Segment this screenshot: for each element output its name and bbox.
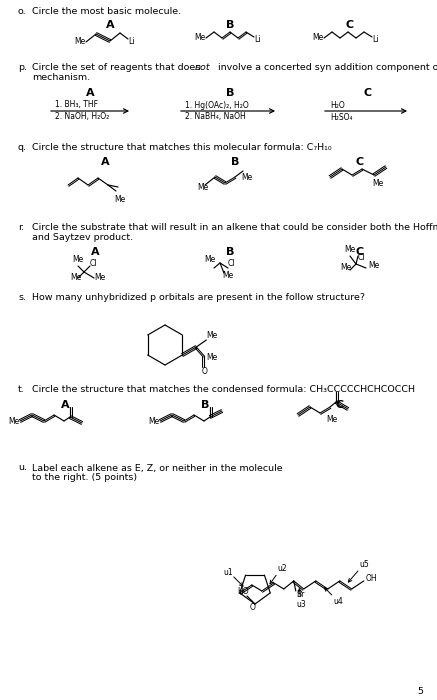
Text: Me: Me xyxy=(312,34,323,43)
Text: Me: Me xyxy=(241,172,252,181)
Text: Me: Me xyxy=(8,417,19,426)
Text: Me: Me xyxy=(204,256,215,265)
Text: t.: t. xyxy=(18,386,25,395)
Text: Me: Me xyxy=(326,414,337,424)
Text: Me: Me xyxy=(206,330,218,340)
Text: Me: Me xyxy=(70,274,81,283)
Text: u2: u2 xyxy=(278,564,288,573)
Text: B: B xyxy=(226,20,234,30)
Text: Me: Me xyxy=(368,262,379,270)
Text: A: A xyxy=(86,88,94,98)
Text: u3: u3 xyxy=(297,601,306,610)
Text: to the right. (5 points): to the right. (5 points) xyxy=(32,473,137,482)
Text: C: C xyxy=(346,20,354,30)
Text: 1. Hg(OAc)₂, H₂O: 1. Hg(OAc)₂, H₂O xyxy=(185,101,249,109)
Text: Me: Me xyxy=(372,178,383,188)
Text: u5: u5 xyxy=(360,561,370,569)
Text: Cl: Cl xyxy=(228,260,236,269)
Text: Cl: Cl xyxy=(358,253,365,262)
Text: B: B xyxy=(231,157,239,167)
Text: How many unhybridized p orbitals are present in the follow structure?: How many unhybridized p orbitals are pre… xyxy=(32,293,365,302)
Text: A: A xyxy=(101,157,109,167)
Text: Circle the most basic molecule.: Circle the most basic molecule. xyxy=(32,6,181,15)
Text: p.: p. xyxy=(18,64,27,73)
Text: involve a concerted syn addition component of the: involve a concerted syn addition compone… xyxy=(215,64,437,73)
Text: u.: u. xyxy=(18,463,27,473)
Text: A: A xyxy=(106,20,114,30)
Text: Me: Me xyxy=(222,272,233,281)
Text: Me: Me xyxy=(206,354,218,363)
Text: Li: Li xyxy=(372,36,378,45)
Text: OH: OH xyxy=(366,575,378,583)
Text: Br: Br xyxy=(296,590,304,599)
Text: C: C xyxy=(356,157,364,167)
Text: q.: q. xyxy=(18,144,27,153)
Text: H₂SO₄: H₂SO₄ xyxy=(330,113,353,122)
Text: C: C xyxy=(356,247,364,257)
Text: Li: Li xyxy=(128,36,135,46)
Text: O: O xyxy=(250,603,256,612)
Text: Me: Me xyxy=(344,246,355,255)
Text: Circle the structure that matches this molecular formula: C₇H₁₀: Circle the structure that matches this m… xyxy=(32,144,332,153)
Text: Label each alkene as E, Z, or neither in the molecule: Label each alkene as E, Z, or neither in… xyxy=(32,463,283,473)
Text: Circle the substrate that will result in an alkene that could be consider both t: Circle the substrate that will result in… xyxy=(32,223,437,232)
Text: u1: u1 xyxy=(224,568,233,578)
Text: 2. NaOH, H₂O₂: 2. NaOH, H₂O₂ xyxy=(55,113,109,122)
Text: and Saytzev product.: and Saytzev product. xyxy=(32,234,133,242)
Text: Me: Me xyxy=(74,38,85,46)
Text: u4: u4 xyxy=(334,597,343,606)
Text: 5: 5 xyxy=(417,687,423,696)
Text: B: B xyxy=(201,400,209,410)
Text: 2. NaBH₄, NaOH: 2. NaBH₄, NaOH xyxy=(185,113,246,122)
Text: Me: Me xyxy=(148,417,159,426)
Text: B: B xyxy=(226,247,234,257)
Text: C: C xyxy=(364,88,372,98)
Text: Me: Me xyxy=(197,183,208,192)
Text: A: A xyxy=(61,400,69,410)
Text: Li: Li xyxy=(254,36,260,45)
Text: s.: s. xyxy=(18,293,26,302)
Text: A: A xyxy=(91,247,99,257)
Text: H₂O: H₂O xyxy=(330,101,345,109)
Text: Me: Me xyxy=(94,274,105,283)
Text: Me: Me xyxy=(114,195,125,204)
Text: r.: r. xyxy=(18,223,24,232)
Text: Me: Me xyxy=(340,263,351,272)
Text: not: not xyxy=(195,64,211,73)
Text: O: O xyxy=(201,367,207,375)
Text: B: B xyxy=(226,88,234,98)
Text: Me: Me xyxy=(194,34,205,43)
Text: o.: o. xyxy=(18,6,27,15)
Text: mechanism.: mechanism. xyxy=(32,74,90,83)
Text: 1. BH₃, THF: 1. BH₃, THF xyxy=(55,101,98,109)
Text: C: C xyxy=(336,400,344,410)
Text: Cl: Cl xyxy=(90,260,97,269)
Text: Me: Me xyxy=(72,256,83,265)
Text: Circle the structure that matches the condensed formula: CH₃CCCCCHCHCOCCH: Circle the structure that matches the co… xyxy=(32,386,415,395)
Text: Circle the set of reagents that does: Circle the set of reagents that does xyxy=(32,64,203,73)
Text: HO: HO xyxy=(237,587,249,596)
